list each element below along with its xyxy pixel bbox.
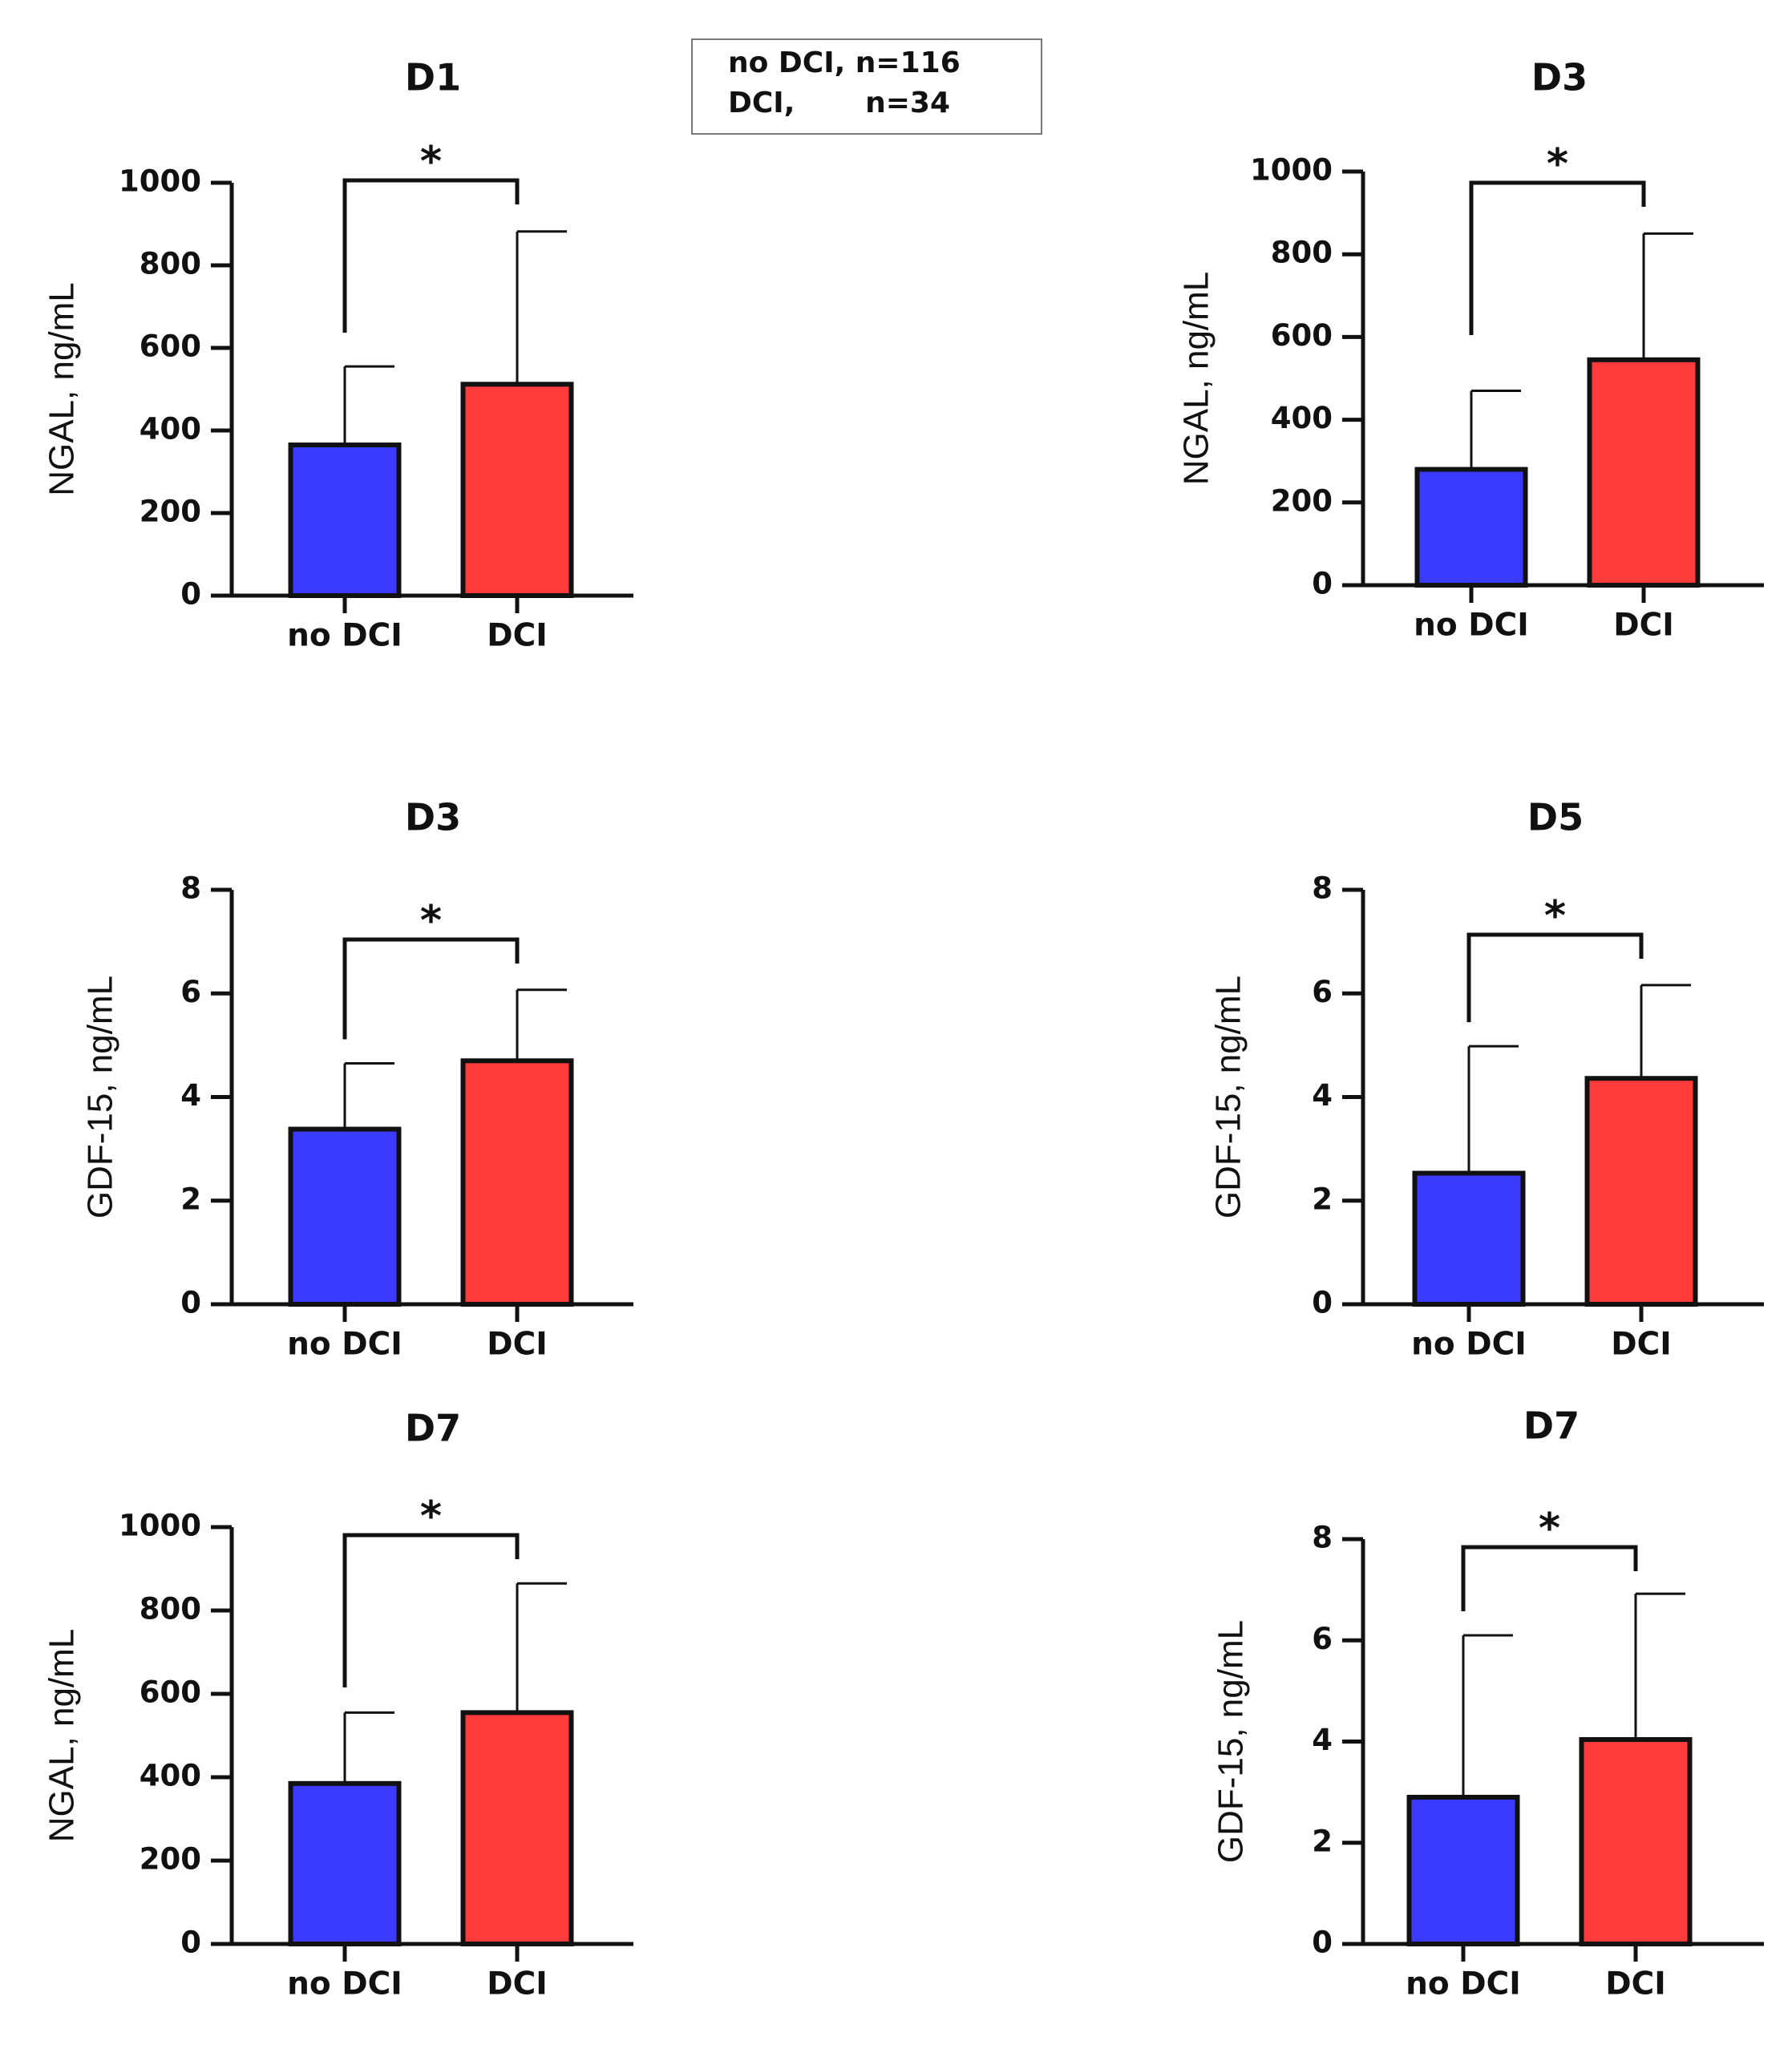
legend-line-no-dci: no DCI, n=116 [728, 46, 961, 79]
legend-line-dci: DCI, n=34 [728, 87, 950, 119]
bar-dci [1587, 357, 1701, 588]
y-tick-label: 0 [180, 577, 201, 612]
y-tick-label: 800 [1271, 236, 1333, 270]
chart-panel-6: D7 GDF-15, ng/mL 0 2 4 6 8 no DCI DCI * [1212, 1404, 1764, 2002]
panel-title: D3 [405, 796, 461, 839]
bar-no-dci [288, 1126, 402, 1307]
significance-marker: * [1547, 140, 1568, 188]
x-category-label: DCI [1613, 608, 1674, 644]
y-axis-label: GDF-15, ng/mL [1212, 1620, 1251, 1863]
significance-bracket [342, 1533, 520, 1687]
y-tick-label: 1000 [119, 164, 201, 199]
x-category-label: DCI [487, 1966, 548, 2002]
y-tick-label: 4 [1312, 1078, 1333, 1113]
x-category-label: no DCI [287, 618, 402, 654]
y-tick-label: 600 [140, 1675, 201, 1710]
y-tick-label: 1000 [119, 1509, 201, 1543]
significance-marker: * [420, 1493, 442, 1541]
significance-marker: * [1539, 1505, 1560, 1553]
significance-bracket [342, 937, 520, 1040]
y-axis-label: GDF-15, ng/mL [81, 976, 120, 1218]
panel-title: D3 [1531, 56, 1588, 99]
y-tick-label: 6 [180, 975, 201, 1009]
y-tick-label: 2 [1312, 1182, 1333, 1216]
y-tick-label: 200 [140, 1842, 201, 1877]
y-tick-label: 1000 [1250, 153, 1333, 188]
y-tick-label: 8 [180, 871, 201, 906]
y-axis-label: NGAL, ng/mL [42, 1629, 82, 1843]
y-tick-label: 8 [1312, 1521, 1333, 1555]
significance-marker: * [1544, 892, 1566, 940]
y-tick-label: 8 [1312, 871, 1333, 906]
bar-no-dci [1414, 467, 1528, 588]
bar-dci [460, 1710, 574, 1946]
significance-bracket [342, 178, 520, 333]
y-tick-label: 2 [1312, 1824, 1333, 1858]
significance-bracket [1466, 932, 1644, 1023]
y-axis-label: GDF-15, ng/mL [1209, 976, 1248, 1218]
x-category-label: no DCI [1411, 1327, 1527, 1363]
x-category-label: no DCI [1406, 1966, 1521, 2002]
y-tick-label: 4 [1312, 1723, 1333, 1757]
y-tick-label: 6 [1312, 1622, 1333, 1656]
y-tick-label: 400 [140, 412, 201, 447]
y-tick-label: 0 [180, 1926, 201, 1960]
bar-dci [1584, 1076, 1698, 1307]
x-category-label: DCI [487, 618, 548, 654]
y-tick-label: 0 [1312, 1926, 1333, 1960]
bar-dci [460, 1058, 574, 1307]
chart-panel-2: D3 NGAL, ng/mL 0 200 400 600 800 1000 no DCI DCI * [1177, 56, 1764, 644]
x-category-label: no DCI [287, 1966, 402, 2002]
y-tick-label: 0 [1312, 567, 1333, 601]
x-category-label: DCI [1611, 1327, 1672, 1363]
y-tick-label: 800 [140, 247, 201, 281]
bar-no-dci [288, 443, 402, 599]
x-category-label: DCI [1605, 1966, 1666, 2002]
y-tick-label: 600 [1271, 318, 1333, 353]
chart-panel-3: D3 GDF-15, ng/mL 0 2 4 6 8 no DCI DCI * [81, 796, 633, 1363]
panel-title: D5 [1527, 796, 1584, 839]
y-tick-label: 4 [180, 1078, 201, 1113]
y-axis-label: NGAL, ng/mL [1177, 272, 1216, 486]
bar-no-dci [1406, 1794, 1520, 1946]
chart-panel-4: D5 GDF-15, ng/mL 0 2 4 6 8 no DCI DCI * [1209, 796, 1764, 1363]
x-category-label: no DCI [287, 1327, 402, 1363]
significance-marker: * [420, 897, 442, 945]
y-tick-label: 0 [180, 1286, 201, 1320]
significance-marker: * [420, 138, 442, 186]
y-tick-label: 200 [140, 495, 201, 529]
y-tick-label: 800 [140, 1592, 201, 1627]
x-category-label: DCI [487, 1327, 548, 1363]
bar-no-dci [1412, 1170, 1526, 1307]
y-tick-label: 400 [1271, 401, 1333, 435]
bar-dci [1579, 1736, 1693, 1947]
chart-panel-5: D7 NGAL, ng/mL 0 200 400 600 800 1000 no DCI DCI * [42, 1407, 633, 2002]
panel-title: D1 [405, 56, 461, 99]
significance-bracket [1461, 1545, 1638, 1611]
panel-title: D7 [405, 1407, 461, 1450]
y-axis-label: NGAL, ng/mL [42, 282, 82, 496]
y-tick-label: 200 [1271, 483, 1333, 518]
y-tick-label: 6 [1312, 975, 1333, 1009]
panel-title: D7 [1523, 1404, 1580, 1448]
significance-bracket [1469, 180, 1646, 335]
y-tick-label: 400 [140, 1759, 201, 1793]
chart-panel-1: D1 NGAL, ng/mL 0 200 400 600 800 1000 no DCI DCI * [42, 56, 633, 654]
bar-no-dci [288, 1780, 402, 1947]
y-tick-label: 2 [180, 1182, 201, 1216]
bar-dci [460, 382, 574, 598]
y-tick-label: 600 [140, 329, 201, 364]
legend-box: no DCI, n=116 DCI, n=34 [691, 38, 1042, 135]
y-tick-label: 0 [1312, 1286, 1333, 1320]
x-category-label: no DCI [1414, 608, 1529, 644]
